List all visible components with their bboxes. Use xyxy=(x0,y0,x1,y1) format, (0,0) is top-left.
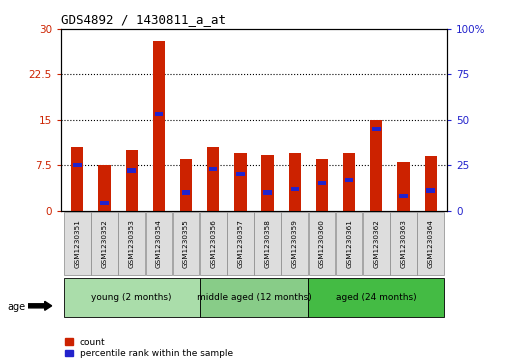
Bar xyxy=(343,153,355,211)
Bar xyxy=(125,150,138,211)
Bar xyxy=(100,201,109,205)
Bar xyxy=(262,155,274,211)
Bar xyxy=(318,181,326,185)
Bar xyxy=(370,120,383,211)
Bar xyxy=(234,153,246,211)
Bar xyxy=(182,190,190,195)
FancyBboxPatch shape xyxy=(363,212,390,275)
Bar xyxy=(99,165,111,211)
Text: age: age xyxy=(8,302,26,312)
Bar xyxy=(426,188,435,193)
Text: middle aged (12 months): middle aged (12 months) xyxy=(197,293,311,302)
Text: GSM1230353: GSM1230353 xyxy=(129,219,135,268)
Bar xyxy=(291,187,299,191)
Text: aged (24 months): aged (24 months) xyxy=(336,293,417,302)
FancyBboxPatch shape xyxy=(91,212,118,275)
Text: GSM1230358: GSM1230358 xyxy=(265,219,271,268)
Text: GSM1230354: GSM1230354 xyxy=(156,219,162,268)
Text: GSM1230359: GSM1230359 xyxy=(292,219,298,268)
Bar xyxy=(209,167,217,171)
FancyBboxPatch shape xyxy=(145,212,172,275)
Text: GSM1230363: GSM1230363 xyxy=(400,219,406,268)
Bar xyxy=(263,190,272,195)
FancyBboxPatch shape xyxy=(64,212,90,275)
Bar xyxy=(128,168,136,173)
FancyBboxPatch shape xyxy=(255,212,281,275)
Text: young (2 months): young (2 months) xyxy=(91,293,172,302)
Text: GSM1230364: GSM1230364 xyxy=(428,219,434,268)
FancyBboxPatch shape xyxy=(200,212,227,275)
Bar xyxy=(425,156,437,211)
Bar xyxy=(397,162,409,211)
Text: GSM1230362: GSM1230362 xyxy=(373,219,379,268)
FancyBboxPatch shape xyxy=(64,278,200,317)
Text: GSM1230352: GSM1230352 xyxy=(102,219,108,268)
Bar xyxy=(180,159,192,211)
Bar xyxy=(207,147,219,211)
Text: GDS4892 / 1430811_a_at: GDS4892 / 1430811_a_at xyxy=(61,13,226,26)
FancyBboxPatch shape xyxy=(309,212,335,275)
Text: GSM1230355: GSM1230355 xyxy=(183,219,189,268)
Text: GSM1230361: GSM1230361 xyxy=(346,219,352,268)
FancyBboxPatch shape xyxy=(418,212,444,275)
Bar xyxy=(372,127,380,131)
Bar xyxy=(345,178,354,182)
Bar xyxy=(73,163,82,167)
Text: GSM1230356: GSM1230356 xyxy=(210,219,216,268)
Text: GSM1230351: GSM1230351 xyxy=(74,219,80,268)
Bar xyxy=(236,172,245,176)
Legend: count, percentile rank within the sample: count, percentile rank within the sample xyxy=(66,338,233,359)
FancyBboxPatch shape xyxy=(118,212,145,275)
Bar xyxy=(71,147,83,211)
FancyBboxPatch shape xyxy=(390,212,417,275)
Bar xyxy=(153,41,165,211)
FancyBboxPatch shape xyxy=(200,278,308,317)
Bar xyxy=(289,153,301,211)
Text: GSM1230357: GSM1230357 xyxy=(237,219,243,268)
FancyBboxPatch shape xyxy=(281,212,308,275)
Bar xyxy=(316,159,328,211)
FancyArrow shape xyxy=(28,301,52,310)
Bar xyxy=(399,194,408,198)
FancyBboxPatch shape xyxy=(308,278,444,317)
Text: GSM1230360: GSM1230360 xyxy=(319,219,325,268)
FancyBboxPatch shape xyxy=(173,212,199,275)
FancyBboxPatch shape xyxy=(336,212,363,275)
FancyBboxPatch shape xyxy=(227,212,253,275)
Bar xyxy=(154,112,163,117)
